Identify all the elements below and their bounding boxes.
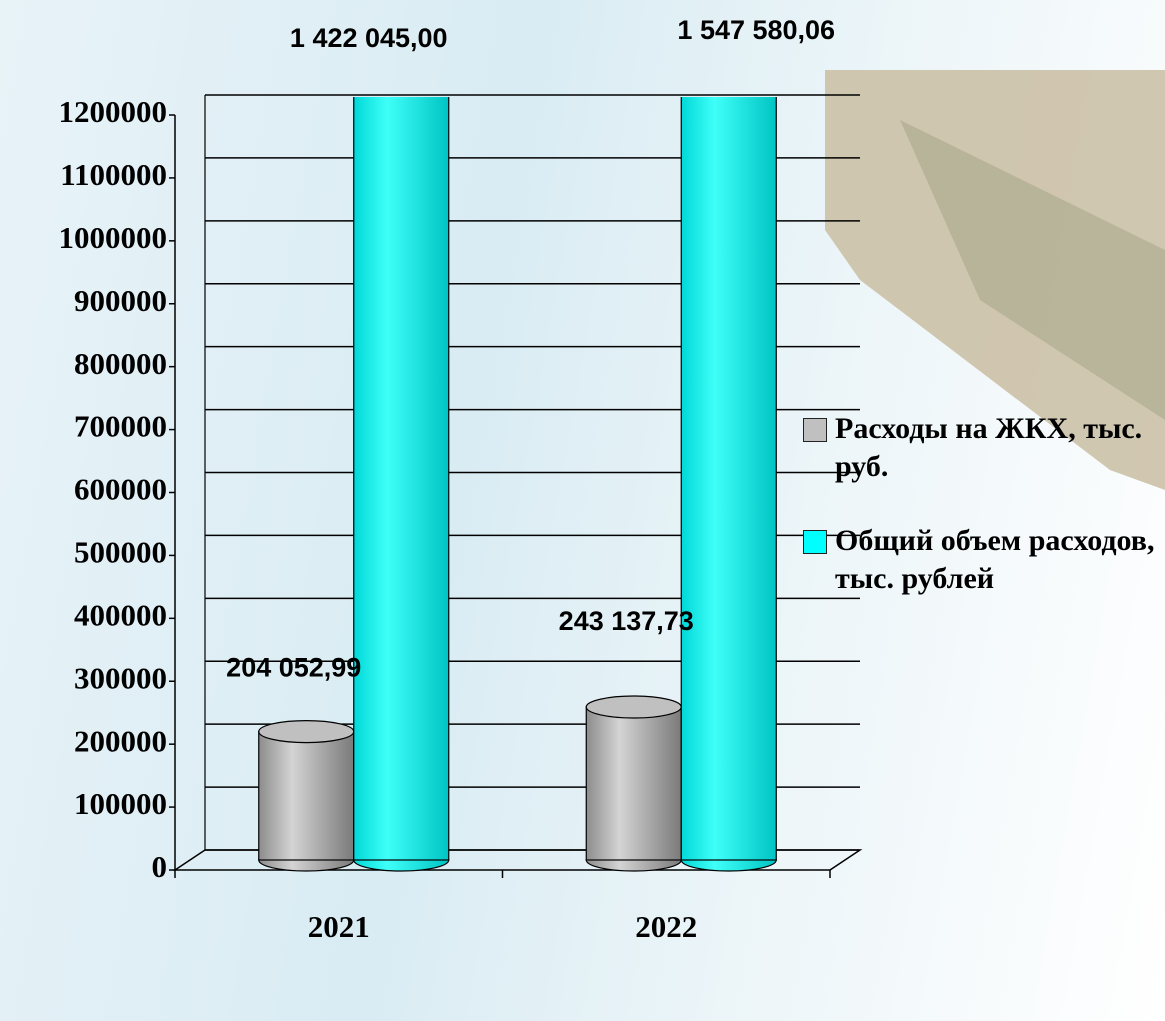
y-tick-label: 900000 bbox=[74, 283, 167, 318]
legend-label: Общий объем расходов, тыс. рублей bbox=[835, 524, 1155, 595]
y-tick-label: 100000 bbox=[74, 786, 167, 821]
money-decoration bbox=[825, 70, 1165, 490]
y-tick-label: 1000000 bbox=[59, 220, 168, 255]
legend-swatch bbox=[803, 530, 827, 554]
y-tick-label: 700000 bbox=[74, 409, 167, 444]
bar bbox=[585, 706, 682, 861]
bar bbox=[258, 731, 355, 861]
bar bbox=[353, 97, 450, 861]
y-tick-label: 300000 bbox=[74, 660, 167, 695]
value-label: 204 052,99 bbox=[226, 653, 361, 683]
value-label: 1 422 045,00 bbox=[290, 23, 448, 53]
y-tick-label: 200000 bbox=[74, 723, 167, 758]
y-tick-label: 600000 bbox=[74, 472, 167, 507]
y-tick-label: 0 bbox=[152, 849, 168, 884]
bar-cap bbox=[585, 695, 682, 719]
bar bbox=[680, 97, 777, 861]
y-tick-label: 500000 bbox=[74, 535, 167, 570]
y-tick-label: 400000 bbox=[74, 597, 167, 632]
value-label: 243 137,73 bbox=[559, 606, 694, 636]
legend-swatch bbox=[803, 418, 827, 442]
x-tick-label: 2021 bbox=[308, 909, 370, 944]
bars bbox=[258, 97, 777, 872]
y-tick-label: 1200000 bbox=[59, 94, 168, 129]
legend-item: Общий объем расходов, тыс. рублей bbox=[803, 522, 1163, 598]
legend: Расходы на ЖКХ, тыс. руб. Общий объем рас… bbox=[803, 410, 1163, 634]
y-tick-label: 1100000 bbox=[60, 157, 167, 192]
legend-item: Расходы на ЖКХ, тыс. руб. bbox=[803, 410, 1163, 486]
bar-cap bbox=[258, 720, 355, 744]
legend-label: Расходы на ЖКХ, тыс. руб. bbox=[835, 412, 1143, 483]
y-tick-label: 800000 bbox=[74, 346, 167, 381]
value-label: 1 547 580,06 bbox=[677, 15, 835, 45]
x-tick-label: 2022 bbox=[635, 909, 697, 944]
